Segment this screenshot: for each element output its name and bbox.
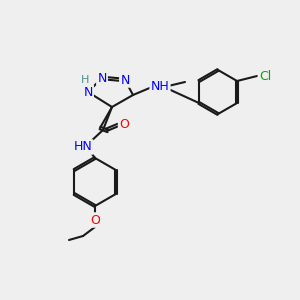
Text: HN: HN — [74, 140, 92, 154]
Text: O: O — [90, 214, 100, 226]
Text: O: O — [119, 118, 129, 131]
Text: N: N — [120, 74, 130, 86]
Text: N: N — [97, 71, 107, 85]
Text: N: N — [83, 85, 93, 98]
Text: Cl: Cl — [259, 70, 271, 83]
Text: H: H — [81, 75, 89, 85]
Text: NH: NH — [151, 80, 169, 94]
